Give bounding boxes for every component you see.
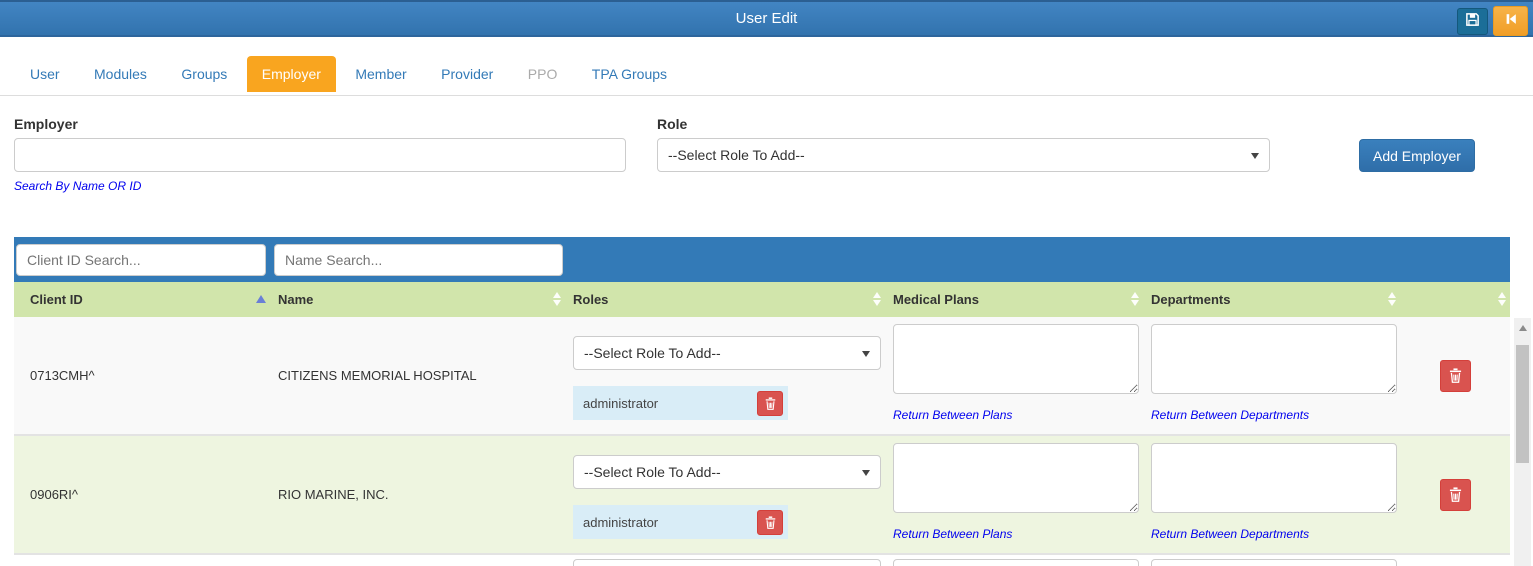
departments-textarea[interactable] (1151, 443, 1397, 513)
column-header-name[interactable]: Name (270, 282, 565, 317)
departments-cell (1143, 555, 1400, 566)
employer-search-hint: Search By Name OR ID (14, 179, 142, 193)
client-id-cell: 0906RI^ (30, 487, 79, 502)
client-id-cell (14, 555, 270, 566)
role-select-value: --Select Role To Add-- (668, 147, 805, 163)
chevron-down-icon (1251, 153, 1259, 159)
sort-both-icon (1131, 292, 1139, 306)
client-id-search-input[interactable] (16, 244, 266, 276)
medical-plans-hint: Return Between Plans (893, 527, 1013, 541)
departments-cell: Return Between Departments (1143, 317, 1400, 434)
skip-back-icon (1504, 12, 1518, 31)
tab-ppo[interactable]: PPO (527, 66, 558, 82)
medical-plans-textarea[interactable] (893, 324, 1139, 394)
row-role-select[interactable]: --Select Role To Add-- (573, 336, 881, 370)
roles-cell: --Select Role To Add-- administrator (565, 436, 885, 553)
sort-both-icon (553, 292, 561, 306)
page-title: User Edit (735, 10, 798, 27)
grid-header-row: Client ID Name Roles Medical Plans Depar… (14, 282, 1510, 317)
roles-cell (565, 555, 885, 566)
medical-plans-textarea[interactable] (893, 443, 1139, 513)
save-button[interactable] (1457, 8, 1488, 35)
trash-icon (765, 515, 775, 529)
sort-ascending-icon (256, 295, 266, 303)
titlebar-actions (1457, 6, 1528, 36)
tab-member[interactable]: Member (355, 66, 407, 82)
departments-textarea[interactable] (1151, 324, 1397, 394)
vertical-scrollbar (1514, 318, 1531, 566)
trash-icon (1449, 487, 1461, 502)
tab-user[interactable]: User (30, 66, 60, 82)
trash-icon (1449, 368, 1461, 383)
row-role-select[interactable] (573, 559, 881, 566)
chevron-down-icon (862, 351, 870, 357)
delete-employer-button[interactable] (1439, 478, 1471, 511)
back-button[interactable] (1493, 6, 1528, 36)
employer-name-cell (270, 555, 565, 566)
employer-name-cell: RIO MARINE, INC. (278, 487, 389, 502)
column-header-client-id[interactable]: Client ID (14, 282, 270, 317)
sort-both-icon (873, 292, 881, 306)
table-row: 0713CMH^ CITIZENS MEMORIAL HOSPITAL --Se… (14, 317, 1510, 436)
remove-role-button[interactable] (757, 509, 783, 535)
employer-label: Employer (14, 116, 78, 132)
role-select[interactable]: --Select Role To Add-- (657, 138, 1270, 172)
scrollbar-thumb[interactable] (1516, 345, 1529, 463)
remove-role-button[interactable] (757, 390, 783, 416)
chevron-down-icon (862, 470, 870, 476)
tab-groups[interactable]: Groups (181, 66, 228, 82)
tab-modules[interactable]: Modules (94, 66, 147, 82)
medical-plans-textarea[interactable] (893, 559, 1139, 566)
assigned-role-tag: administrator (573, 386, 788, 420)
actions-cell (1400, 555, 1510, 566)
titlebar: User Edit (0, 0, 1533, 37)
tab-employer[interactable]: Employer (246, 56, 336, 92)
client-id-cell: 0713CMH^ (30, 368, 95, 383)
delete-employer-button[interactable] (1439, 359, 1471, 392)
floppy-disk-icon (1465, 12, 1480, 32)
tab-provider[interactable]: Provider (441, 66, 494, 82)
tab-tpa-groups[interactable]: TPA Groups (591, 66, 668, 82)
sort-both-icon (1498, 292, 1506, 306)
scroll-up-arrow-icon[interactable] (1514, 318, 1531, 338)
row-role-select[interactable]: --Select Role To Add-- (573, 455, 881, 489)
employer-name-cell: CITIZENS MEMORIAL HOSPITAL (278, 368, 477, 383)
tab-bar: User Modules Groups Employer Member Prov… (0, 37, 1533, 96)
column-header-actions[interactable] (1400, 282, 1510, 317)
sort-both-icon (1388, 292, 1396, 306)
departments-hint: Return Between Departments (1151, 408, 1310, 422)
medical-plans-cell: Return Between Plans (885, 317, 1143, 434)
column-header-roles[interactable]: Roles (565, 282, 885, 317)
add-employer-button[interactable]: Add Employer (1359, 139, 1475, 172)
employer-search-input[interactable] (14, 138, 626, 172)
medical-plans-hint: Return Between Plans (893, 408, 1013, 422)
table-row: 0906RI^ RIO MARINE, INC. --Select Role T… (14, 436, 1510, 555)
assigned-role-tag: administrator (573, 505, 788, 539)
table-row (14, 555, 1510, 566)
actions-cell (1400, 317, 1510, 434)
column-header-medical-plans[interactable]: Medical Plans (885, 282, 1143, 317)
role-label: Role (657, 116, 688, 132)
departments-textarea[interactable] (1151, 559, 1397, 566)
grid-search-toolbar (14, 237, 1510, 282)
employer-grid: Client ID Name Roles Medical Plans Depar… (14, 237, 1510, 566)
trash-icon (765, 396, 775, 410)
column-header-departments[interactable]: Departments (1143, 282, 1400, 317)
departments-cell: Return Between Departments (1143, 436, 1400, 553)
departments-hint: Return Between Departments (1151, 527, 1310, 541)
name-search-input[interactable] (274, 244, 563, 276)
add-employer-form: Employer Search By Name OR ID Role --Sel… (0, 96, 1533, 193)
medical-plans-cell (885, 555, 1143, 566)
medical-plans-cell: Return Between Plans (885, 436, 1143, 553)
actions-cell (1400, 436, 1510, 553)
roles-cell: --Select Role To Add-- administrator (565, 317, 885, 434)
